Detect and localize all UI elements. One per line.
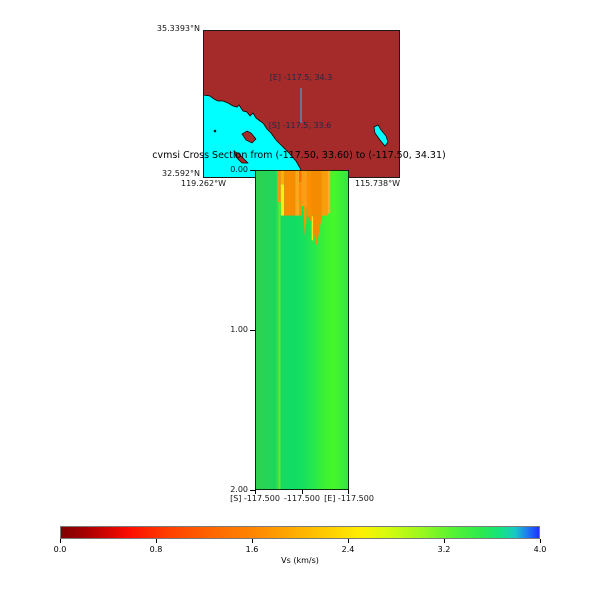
section-end-annotation: [E] -117.5, 34.3 (269, 73, 333, 82)
colorbar-tick (540, 539, 541, 543)
colorbar-tick-label-2: 1.6 (245, 545, 259, 554)
y-tick (250, 490, 255, 491)
x-tick (348, 490, 349, 494)
y-tick (250, 330, 255, 331)
colorbar-tick-label-4: 3.2 (437, 545, 451, 554)
x-tick-label-start: [S] -117.500 (230, 494, 280, 503)
island-san-nicolas-dot (213, 129, 217, 133)
x-tick (302, 490, 303, 494)
colorbar-tick (348, 539, 349, 543)
map-lon-left-label: 119.262°W (181, 179, 226, 188)
section-start-annotation: [S] -117.5, 33.6 (268, 121, 332, 130)
cross-section-plot (255, 170, 349, 490)
map-lat-top-label: 35.3393°N (156, 24, 200, 33)
x-tick-label-end: [E] -117.500 (324, 494, 374, 503)
colorbar-tick-label-1: 0.8 (149, 545, 163, 554)
colorbar (60, 526, 540, 539)
colorbar-tick (156, 539, 157, 543)
colorbar-tick-label-3: 2.4 (341, 545, 355, 554)
y-tick (250, 170, 255, 171)
y-tick-label-0: 0.00 (230, 165, 248, 174)
colorbar-tick (252, 539, 253, 543)
island-catalina (241, 130, 257, 144)
y-tick-label-1: 1.00 (230, 325, 248, 334)
colorbar-axis-label: Vs (km/s) (281, 556, 319, 565)
colorbar-tick (60, 539, 61, 543)
x-tick-label-mid: -117.500 (284, 494, 320, 503)
colorbar-tick-label-5: 4.0 (533, 545, 547, 554)
colorbar-tick-label-0: 0.0 (53, 545, 67, 554)
map-lon-right-label: 115.738°W (355, 179, 400, 188)
map-lat-bottom-label: 32.592°N (162, 169, 200, 178)
y-tick-label-2: 2.00 (230, 485, 248, 494)
figure-title: cvmsi Cross Section from (-117.50, 33.60… (152, 150, 446, 161)
island-san-clemente (233, 150, 249, 164)
x-tick (255, 490, 256, 494)
colorbar-tick (444, 539, 445, 543)
salton-sea (373, 124, 389, 147)
